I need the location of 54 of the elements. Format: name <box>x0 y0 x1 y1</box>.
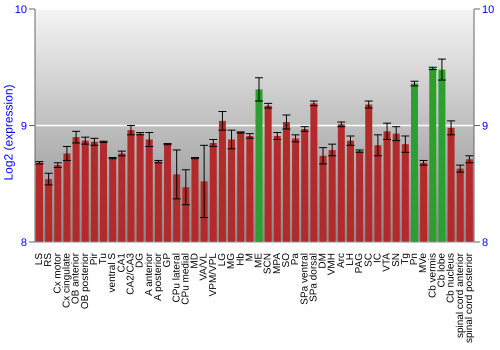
x-tick-label: Cx motor <box>52 252 64 294</box>
x-tick-label: PAG <box>354 252 366 274</box>
x-tick-label: LH <box>345 253 356 266</box>
x-tick-label: Pa <box>290 252 302 266</box>
x-tick-label: A anterior <box>144 252 155 296</box>
x-tick-label: ventral S <box>107 252 118 292</box>
x-tick-label: VPM/VPL <box>208 252 219 296</box>
x-tick-label: SN <box>390 253 402 267</box>
x-tick-label: ME <box>254 252 265 268</box>
x-tick-label: SO <box>281 252 292 268</box>
x-tick-label: LS <box>34 252 46 266</box>
x-tick-label: VA/VL <box>198 252 210 281</box>
x-tick-label: DG <box>134 252 146 268</box>
x-tick-label: SCN <box>262 253 274 274</box>
x-tick-label: LG <box>216 252 228 266</box>
x-tick-label: VMH <box>326 253 338 276</box>
x-tick-label: MPA <box>272 252 283 274</box>
y-axis-title: Log2 (expression) <box>1 84 16 180</box>
x-tick-label: RS <box>43 252 54 267</box>
x-tick-label: Cb vermis <box>427 253 438 298</box>
x-tick-label: CPu lateral <box>171 253 182 302</box>
y2-tick-label: 10 <box>482 4 494 16</box>
x-tick-label: Hb <box>235 252 246 266</box>
x-tick-label: SC <box>363 253 374 267</box>
x-tick-label: OB anterior <box>70 252 82 304</box>
x-tick-label: spinal cord anterior <box>454 252 466 338</box>
x-tick-label: SPa dorsal <box>308 253 320 302</box>
y2-tick-label: 9 <box>482 120 488 132</box>
x-tick-label: spinal cord posterior <box>464 252 475 344</box>
x-tick-label: VTA <box>382 252 393 272</box>
y2-tick-label: 8 <box>482 236 488 249</box>
x-tick-label: CA1 <box>116 252 128 272</box>
x-tick-label: SPa ventral <box>299 253 310 305</box>
x-tick-label: IC <box>372 253 384 263</box>
x-tick-label: A posterior <box>152 252 164 301</box>
x-tick-label: CA2/CA3 <box>126 252 137 295</box>
x-tick-label: Arc <box>336 253 347 268</box>
x-tick-label: M <box>244 253 256 262</box>
x-tick-label: MG <box>226 252 238 270</box>
x-tick-label: Cb nucleus <box>446 253 457 304</box>
x-tick-label: Cx cingulate <box>62 252 73 308</box>
x-tick-label: GP <box>162 252 174 268</box>
x-tick-label: Tu <box>98 253 110 264</box>
x-tick-label: DM <box>318 253 329 269</box>
x-tick-label: Pir <box>88 252 100 266</box>
y-tick-label: 10 <box>14 4 27 16</box>
x-tick-label: Cb lobe <box>436 252 448 288</box>
y-tick-label: 9 <box>20 120 27 132</box>
y-tick-label: 8 <box>20 236 27 249</box>
x-tick-label: Tg <box>400 253 411 265</box>
x-tick-label: Pn <box>409 253 420 266</box>
x-tick-label: OB posterior <box>80 252 91 310</box>
x-tick-label: MVe <box>418 252 430 274</box>
x-tick-label: CPu medial <box>180 253 192 305</box>
